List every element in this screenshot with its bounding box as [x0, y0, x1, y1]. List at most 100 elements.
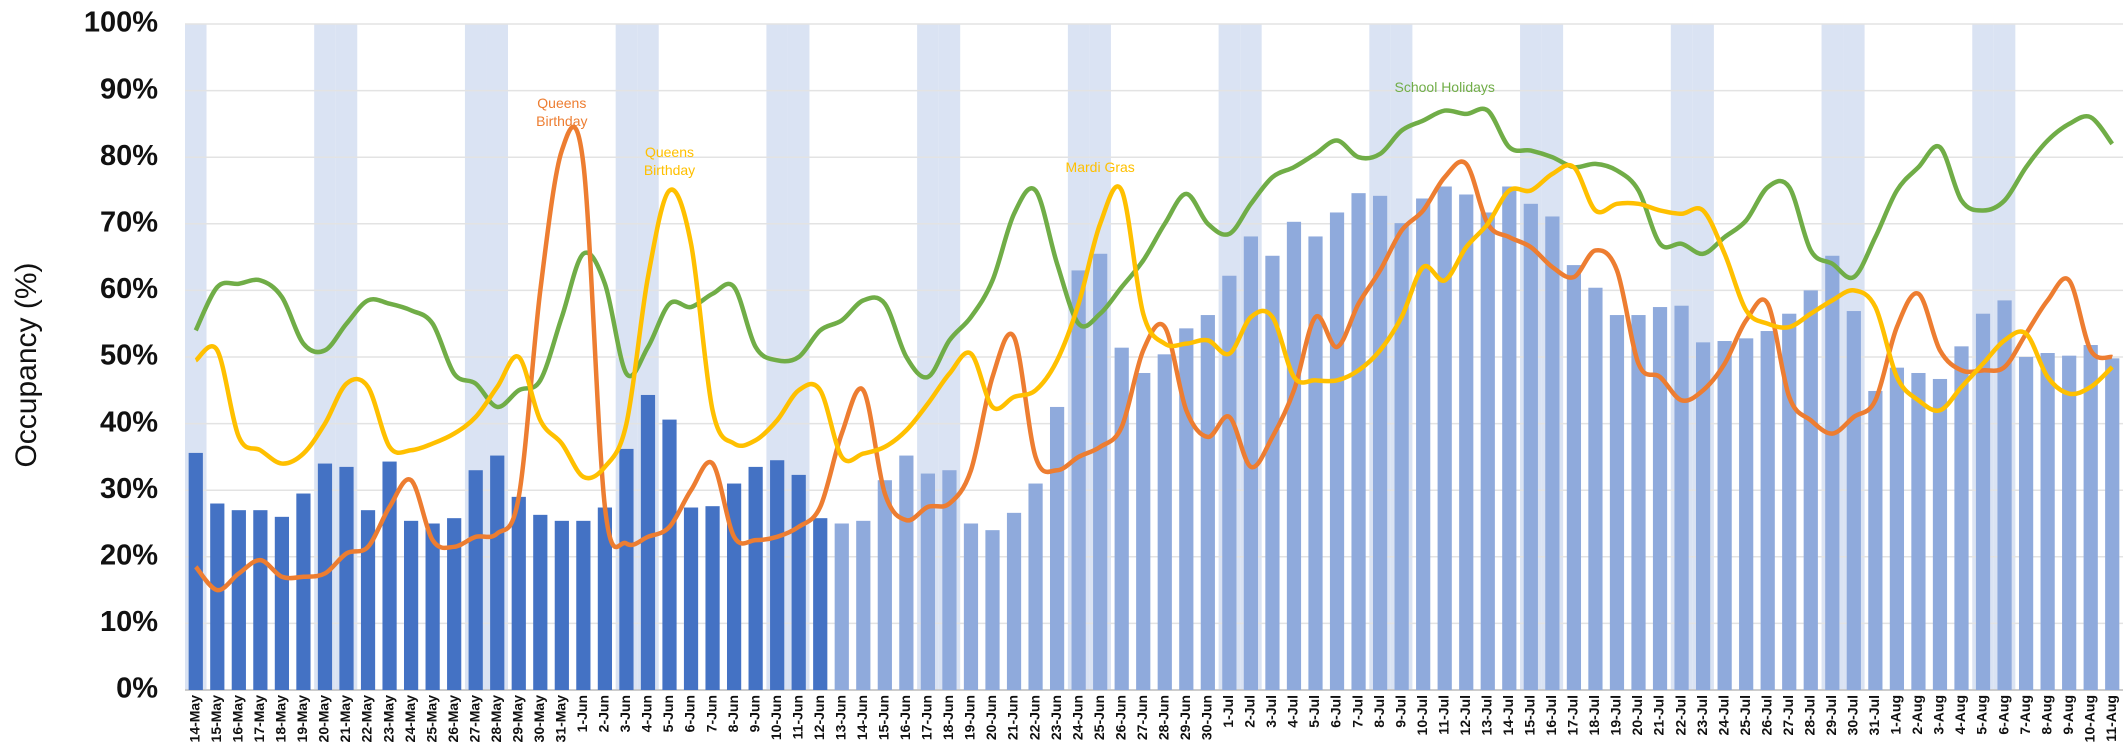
x-tick-label: 25-Jun [1091, 695, 1107, 740]
bar [640, 394, 656, 690]
annotation: School Holidays [1395, 79, 1495, 95]
x-tick-label: 3-Jun [617, 695, 633, 732]
y-tick-label: 70% [100, 206, 158, 238]
x-tick-label: 6-Aug [1995, 695, 2011, 735]
bar [2062, 355, 2077, 690]
x-tick-label: 11-Jul [1435, 695, 1451, 735]
bar [726, 483, 742, 690]
bar [382, 461, 397, 690]
x-tick-label: 25-May [423, 695, 439, 743]
x-tick-label: 11-Aug [2103, 695, 2119, 742]
x-tick-label: 4-Jun [639, 695, 655, 732]
x-tick-label: 5-Aug [1974, 695, 1990, 735]
annotation: Queens [645, 144, 694, 160]
bar [339, 466, 354, 690]
bar [1846, 311, 1861, 690]
x-tick-label: 8-Jun [725, 695, 741, 732]
x-tick-label: 29-Jul [1823, 695, 1839, 735]
x-tick-label: 22-Jul [1672, 695, 1688, 735]
x-tick-label: 16-May [230, 695, 246, 743]
bar [899, 455, 914, 690]
bar [210, 503, 225, 690]
bar [1480, 212, 1495, 690]
bar [1825, 255, 1840, 690]
x-tick-label: 12-Jul [1457, 695, 1473, 735]
bar [1114, 347, 1129, 690]
bar [1028, 483, 1043, 690]
bar [1652, 307, 1668, 690]
x-tick-label: 21-Jun [1005, 695, 1021, 740]
x-tick-label: 26-Jul [1758, 695, 1774, 735]
bar [188, 452, 203, 690]
bar [1588, 287, 1603, 690]
bar [1997, 300, 2012, 690]
x-tick-label: 6-Jun [682, 695, 698, 732]
bar [360, 510, 376, 690]
bar [705, 506, 720, 690]
y-tick-label: 0% [116, 673, 158, 705]
bar [597, 507, 613, 690]
bar [274, 516, 290, 690]
bar [985, 530, 1000, 690]
x-tick-label: 4-Aug [1952, 695, 1968, 735]
bar [1502, 186, 1517, 690]
x-tick-label: 20-Jul [1629, 695, 1645, 735]
bar [554, 520, 569, 690]
bar [920, 473, 936, 690]
x-tick-label: 24-Jul [1715, 695, 1731, 735]
bar [1760, 331, 1775, 690]
x-tick-label: 13-Jun [832, 695, 848, 740]
annotation: Mardi Gras [1066, 159, 1135, 175]
x-tick-label: 27-May [466, 695, 482, 743]
bar [834, 523, 849, 690]
x-tick-label: 23-May [380, 695, 396, 743]
y-axis-title: Occupancy (%) [10, 262, 43, 467]
x-tick-label: 9-Jun [746, 695, 762, 732]
x-tick-label: 14-May [186, 695, 202, 743]
bar [662, 419, 677, 690]
x-tick-label: 1-Aug [1888, 695, 1904, 735]
line [194, 124, 2113, 593]
bar [1566, 265, 1582, 690]
x-tick-label: 29-Jun [1177, 695, 1193, 740]
line [193, 106, 2115, 410]
bar [1911, 372, 1926, 690]
x-tick-label: 21-Jul [1651, 695, 1667, 735]
bar [791, 474, 806, 690]
x-tick-label: 9-Aug [2060, 695, 2076, 735]
bar [1136, 372, 1151, 690]
bar [1954, 346, 1969, 690]
x-tick-label: 9-Jul [1392, 695, 1408, 728]
bar [231, 510, 246, 690]
x-tick-label: 7-Jun [703, 695, 719, 732]
x-tick-label: 16-Jun [897, 695, 913, 740]
x-tick-label: 26-May [445, 695, 461, 743]
bar [1329, 212, 1345, 690]
bar [1803, 290, 1818, 690]
bar [748, 466, 763, 690]
x-tick-label: 18-Jun [940, 695, 956, 740]
x-tick-label: 27-Jun [1134, 695, 1150, 740]
bar [2083, 345, 2098, 690]
bar [1975, 313, 1991, 690]
x-tick-label: 10-Jul [1414, 695, 1430, 735]
bar [1286, 221, 1302, 690]
x-tick-label: 31-May [553, 695, 569, 743]
x-tick-label: 17-May [251, 695, 267, 743]
x-tick-label: 15-Jul [1522, 695, 1538, 735]
bar [1265, 255, 1280, 690]
x-tick-label: 3-Aug [1931, 695, 1947, 735]
annotation: Birthday [536, 113, 587, 129]
x-tick-label: 15-Jun [876, 695, 892, 740]
bar [813, 518, 828, 690]
bar [619, 448, 634, 690]
x-tick-label: 16-Jul [1543, 695, 1559, 735]
bar [1695, 342, 1711, 690]
line [194, 162, 2114, 481]
bar [425, 523, 440, 690]
bar [1006, 512, 1022, 690]
x-tick-label: 23-Jun [1048, 695, 1064, 740]
x-tick-label: 1-Jun [574, 695, 590, 732]
bar [511, 496, 526, 690]
